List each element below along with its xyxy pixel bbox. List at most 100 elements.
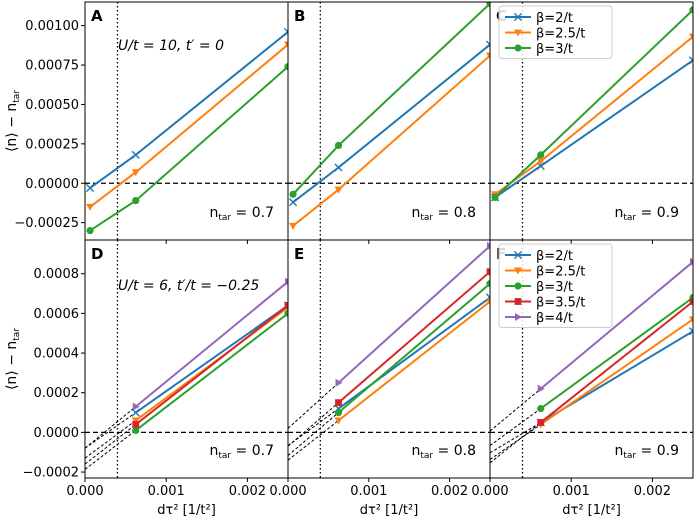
- extrapolation-line: [85, 406, 137, 449]
- data-point-b3: [289, 190, 297, 198]
- x-tick-label: 0.000: [269, 484, 306, 499]
- panel-letter: D: [91, 245, 103, 263]
- legend-label: β=2.5/t: [536, 265, 585, 280]
- x-axis-label: dτ² [1/t²]: [157, 503, 216, 518]
- extrapolation-line: [85, 420, 137, 459]
- series-line-b3: [135, 312, 288, 432]
- ntar-annotation: ntar = 0.8: [411, 443, 476, 461]
- data-point-b25: [289, 222, 298, 230]
- data-point-b25: [689, 316, 693, 324]
- data-point-b35: [132, 421, 140, 428]
- extrapolation-line: [490, 422, 542, 464]
- data-point-b3: [334, 141, 343, 150]
- extrapolation-line: [85, 424, 137, 465]
- series-line-b4: [135, 280, 288, 408]
- data-point-b3: [486, 280, 490, 288]
- extrapolation-line: [288, 402, 339, 447]
- legend-box: [498, 5, 613, 59]
- series-line-b35: [337, 270, 490, 404]
- data-point-b25: [334, 417, 343, 425]
- data-point-b4: [487, 241, 490, 250]
- y-tick-label: 0.00050: [25, 98, 79, 113]
- y-tick-label: 0.00025: [25, 137, 79, 152]
- panel-letter: A: [91, 7, 103, 25]
- data-point-b3: [132, 426, 140, 434]
- series-line-b35: [135, 304, 288, 426]
- extrapolation-line: [288, 412, 339, 456]
- x-tick-label: 0.002: [634, 484, 671, 499]
- legend-label: β=4/t: [536, 311, 573, 326]
- data-point-b35: [335, 399, 342, 407]
- data-point-b2: [334, 163, 343, 172]
- y-tick-label: 0.0000: [34, 426, 80, 441]
- series-line-b3: [337, 282, 490, 414]
- legend-label: β=3/t: [536, 280, 573, 295]
- series-line-b2: [292, 43, 490, 203]
- model-parameters-annotation: U/t = 10, t′ = 0: [118, 38, 224, 54]
- data-point-b4: [690, 257, 693, 266]
- data-point-b2: [85, 183, 95, 193]
- y-tick-label: −0.00025: [14, 216, 79, 231]
- legend-label: β=3.5/t: [536, 296, 585, 311]
- data-point-b25: [284, 41, 288, 49]
- legend-marker-b25: [514, 29, 522, 37]
- extrapolation-line: [490, 408, 542, 447]
- data-point-b25: [131, 169, 140, 177]
- data-point-b2: [688, 327, 693, 336]
- series-line-b4: [540, 261, 693, 390]
- data-point-b2: [283, 27, 288, 37]
- data-point-b25: [486, 52, 490, 60]
- series-line-b3: [540, 296, 693, 410]
- legend-marker-b2: [513, 12, 523, 22]
- data-point-b3: [284, 309, 288, 317]
- extrapolation-line: [85, 412, 137, 449]
- data-point-b2: [485, 40, 490, 49]
- data-point-b25: [86, 203, 95, 211]
- legend-box: [498, 243, 613, 328]
- series-line-b2: [135, 304, 288, 414]
- x-tick-label: 0.001: [350, 484, 387, 499]
- ntar-annotation: ntar = 0.7: [209, 443, 274, 461]
- panel-E-plot-area: [288, 240, 490, 478]
- y-tick-label: 0.00075: [25, 59, 79, 74]
- series-line-b25: [540, 318, 693, 426]
- ntar-annotation: ntar = 0.8: [411, 205, 476, 223]
- series-line-b25: [89, 43, 288, 208]
- ntar-annotation: ntar = 0.9: [614, 205, 679, 223]
- series-line-b2: [494, 59, 693, 199]
- ntar-annotation: ntar = 0.7: [209, 205, 274, 223]
- data-point-b25: [131, 417, 140, 425]
- data-point-b4: [537, 384, 545, 393]
- panel-D-plot-area: [85, 240, 288, 478]
- y-tick-label: −0.0002: [23, 466, 79, 481]
- data-point-b2: [131, 150, 140, 159]
- legend-label: β=2/t: [536, 249, 573, 264]
- data-point-b4: [132, 402, 140, 411]
- y-tick-label: 0.00000: [25, 177, 79, 192]
- data-point-b25: [536, 158, 545, 166]
- extrapolation-line: [288, 420, 339, 461]
- y-tick-label: 0.0006: [34, 307, 80, 322]
- x-axis-label: dτ² [1/t²]: [562, 503, 621, 518]
- series-line-b4: [337, 245, 490, 384]
- series-line-b25: [337, 300, 490, 422]
- data-point-b3: [334, 408, 343, 417]
- data-point-b3: [86, 226, 94, 235]
- panel-letter: B: [294, 7, 305, 25]
- series-line-b25: [292, 54, 490, 227]
- data-point-b25: [486, 298, 490, 306]
- legend-marker-b35: [514, 298, 522, 305]
- data-point-b35: [537, 419, 545, 426]
- y-tick-label: 0.00100: [25, 19, 79, 34]
- data-point-b3: [486, 2, 490, 8]
- x-tick-label: 0.001: [553, 484, 590, 499]
- data-point-b35: [486, 268, 490, 276]
- panel-A-plot-area: [85, 2, 288, 240]
- legend-marker-b4: [515, 313, 522, 321]
- series-line-b35: [540, 300, 693, 424]
- y-tick-label: 0.0008: [34, 267, 80, 282]
- legend-label: β=2.5/t: [536, 27, 585, 42]
- x-tick-label: 0.002: [229, 484, 266, 499]
- legend-marker-b3: [514, 282, 522, 290]
